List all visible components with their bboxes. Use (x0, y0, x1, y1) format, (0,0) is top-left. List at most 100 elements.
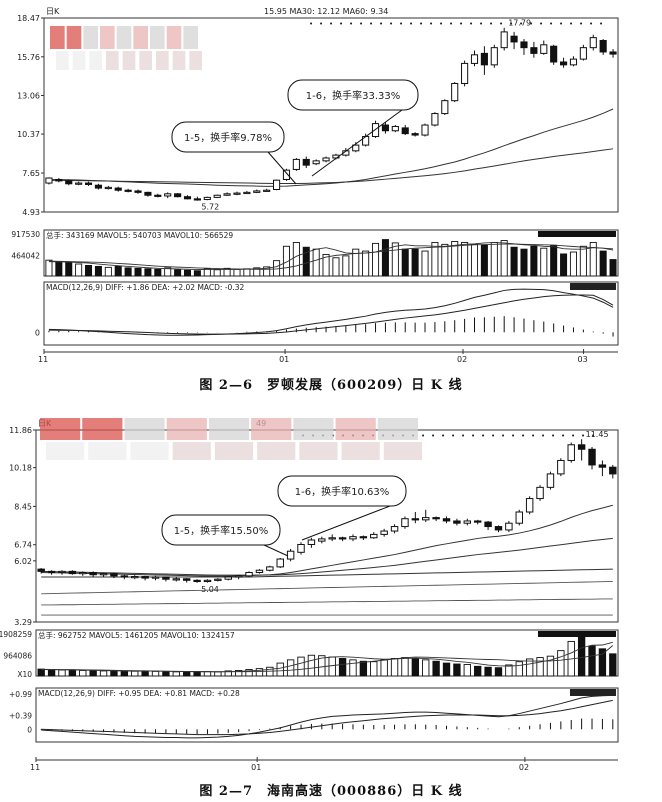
header-marker-dot: • (349, 20, 353, 28)
volume-bar-up (349, 659, 357, 677)
header-marker-dot: • (431, 432, 435, 440)
x-tick-label: 11 (30, 763, 40, 772)
volume-bar-down (154, 268, 162, 277)
candle-up (371, 123, 380, 137)
candle-up (349, 536, 357, 540)
candle-up (203, 579, 212, 583)
candle-down (401, 127, 409, 135)
candle-up (422, 517, 430, 521)
volume-bar-down (174, 269, 182, 277)
candle-up (490, 47, 498, 66)
volume-bar-down (183, 269, 192, 277)
macd-diff-line (41, 694, 613, 739)
volume-bar-down (453, 663, 461, 677)
candle-down (453, 520, 461, 524)
volume-bar-down (359, 660, 368, 677)
price-tick-label: 4.93 (22, 208, 40, 217)
header-marker-dot: • (541, 432, 545, 440)
volume-bar-up (223, 267, 231, 277)
header-marker-dot: • (499, 20, 503, 28)
volume-bar-up (421, 250, 429, 277)
candle-up (58, 570, 66, 574)
candle-up (515, 511, 523, 524)
volume-bar-up (401, 657, 409, 677)
header-marker-dot: • (591, 432, 595, 440)
watermark-block (251, 418, 292, 440)
header-marker-dot: • (539, 20, 543, 28)
volume-bar-up (391, 242, 399, 277)
header-marker-dot: • (491, 432, 495, 440)
header-marker-dot: • (439, 20, 443, 28)
watermark-block (383, 442, 422, 460)
volume-toolbar-block (538, 631, 616, 637)
watermark-block (100, 26, 115, 49)
price-tick-label: 10.18 (9, 464, 32, 473)
candle-down (47, 570, 56, 574)
header-marker-dot: • (369, 20, 373, 28)
macd-panel-frame (43, 281, 619, 346)
candle-down (599, 39, 607, 53)
price-low-label: 5.04 (201, 585, 219, 594)
volume-bar-up (263, 266, 271, 277)
candle-up (421, 124, 429, 136)
ma-line-ma30 (48, 108, 614, 187)
volume-bar-down (302, 246, 310, 277)
candle-down (473, 520, 482, 523)
header-marker-dot: • (599, 20, 603, 28)
price-high-label: 11.45 (586, 430, 609, 439)
candle-down (68, 570, 77, 575)
annotation-pointer (301, 505, 391, 541)
candle-down (510, 35, 518, 43)
candle-down (182, 578, 191, 581)
volume-bar-up (75, 263, 83, 277)
candle-down (411, 518, 420, 521)
volume-bar-down (85, 264, 93, 277)
price-tick-label: 11.86 (9, 426, 32, 435)
candle-down (154, 194, 162, 197)
header-marker-dot: • (481, 432, 485, 440)
ma-line-ma60 (48, 148, 614, 184)
volume-bar-up (99, 670, 108, 677)
candle-down (609, 466, 617, 475)
watermark-block (341, 442, 380, 460)
header-marker-dot: • (339, 20, 343, 28)
annotation-text: 1-6，换手率10.63% (295, 485, 389, 498)
volume-bar-up (362, 250, 370, 277)
header-marker-dot: • (559, 20, 563, 28)
watermark-block (83, 26, 98, 49)
volume-bar-down (120, 670, 129, 677)
volume-bar-down (442, 662, 451, 677)
macd-panel-frame (35, 687, 619, 743)
volume-tick-label: 1908259 (0, 630, 32, 639)
header-marker-dot: • (419, 20, 423, 28)
annotation-bubble (161, 514, 281, 546)
volume-bar-up (214, 671, 222, 677)
volume-bar-up (307, 654, 316, 677)
header-marker-dot: • (519, 20, 523, 28)
macd-tick-label: 0 (27, 725, 32, 734)
volume-panel-frame (43, 229, 619, 277)
volume-bar-up (470, 243, 479, 277)
candle-down (193, 198, 201, 201)
volume-bar-up (172, 671, 180, 677)
volume-bar-up (151, 670, 160, 677)
candle-up (579, 47, 587, 60)
price-tick-label: 13.06 (17, 92, 40, 101)
candle-up (500, 31, 508, 49)
macd-diff-line (48, 288, 614, 336)
volume-bar-up (441, 243, 449, 277)
candle-up (245, 571, 253, 577)
volume-bar-up (515, 661, 523, 677)
header-marker-dot: • (449, 20, 453, 28)
candle-up (370, 533, 378, 539)
candle-down (134, 190, 142, 193)
candle-up (328, 537, 336, 540)
candle-up (451, 82, 459, 102)
header-marker-dot: • (531, 432, 535, 440)
watermark-block (50, 26, 65, 49)
annotation-text: 1-5，换手率15.50% (174, 524, 268, 537)
figure-caption-2-7: 图 2—7 海南高速（000886）日 K 线 (199, 784, 463, 799)
figure-caption-2-6: 图 2—6 罗顿发展（600209）日 K 线 (199, 378, 463, 393)
volume-tick-label: 964086 (3, 651, 32, 660)
volume-bar-down (494, 667, 503, 677)
